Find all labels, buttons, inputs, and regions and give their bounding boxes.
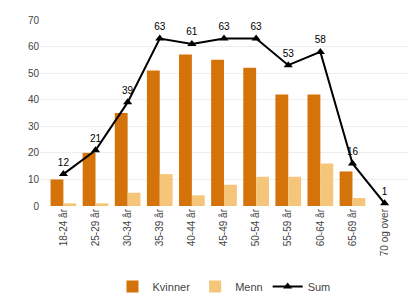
svg-text:25-29 år: 25-29 år bbox=[90, 208, 101, 246]
svg-text:1: 1 bbox=[382, 186, 388, 197]
svg-text:70: 70 bbox=[28, 15, 40, 26]
svg-text:0: 0 bbox=[33, 201, 39, 212]
svg-text:60: 60 bbox=[28, 41, 40, 52]
svg-text:30: 30 bbox=[28, 121, 40, 132]
svg-text:63: 63 bbox=[251, 21, 263, 32]
svg-text:50: 50 bbox=[28, 68, 40, 79]
svg-text:Menn: Menn bbox=[235, 281, 263, 293]
svg-text:20: 20 bbox=[28, 147, 40, 158]
svg-text:60-64 år: 60-64 år bbox=[315, 208, 326, 246]
svg-text:70 og over: 70 og over bbox=[379, 208, 390, 256]
svg-text:21: 21 bbox=[90, 133, 102, 144]
svg-text:53: 53 bbox=[283, 48, 295, 59]
svg-text:63: 63 bbox=[154, 21, 166, 32]
svg-text:30-34 år: 30-34 år bbox=[122, 208, 133, 246]
svg-text:Kvinner: Kvinner bbox=[153, 281, 191, 293]
svg-text:18-24 år: 18-24 år bbox=[58, 208, 69, 246]
svg-text:50-54 år: 50-54 år bbox=[250, 208, 261, 246]
svg-text:40: 40 bbox=[28, 94, 40, 105]
svg-text:65-69 år: 65-69 år bbox=[347, 208, 358, 246]
svg-text:35-39 år: 35-39 år bbox=[154, 208, 165, 246]
svg-text:58: 58 bbox=[315, 34, 327, 45]
svg-text:45-49 år: 45-49 år bbox=[218, 208, 229, 246]
svg-text:40-44 år: 40-44 år bbox=[186, 208, 197, 246]
svg-text:61: 61 bbox=[186, 26, 198, 37]
svg-text:39: 39 bbox=[122, 85, 134, 96]
svg-text:63: 63 bbox=[218, 21, 230, 32]
svg-text:10: 10 bbox=[28, 174, 40, 185]
svg-text:12: 12 bbox=[58, 157, 70, 168]
svg-text:55-59 år: 55-59 år bbox=[282, 208, 293, 246]
svg-text:16: 16 bbox=[347, 146, 359, 157]
svg-text:Sum: Sum bbox=[308, 281, 331, 293]
